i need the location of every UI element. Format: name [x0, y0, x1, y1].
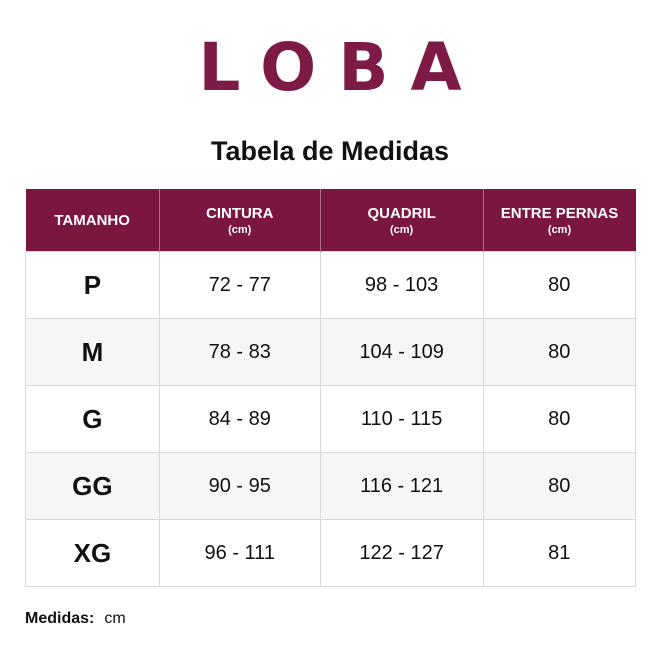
measure-cell: 84 - 89: [158, 385, 321, 453]
header-label: ENTRE PERNAS: [500, 204, 619, 222]
table-row: GG 90 - 95 116 - 121 80: [25, 452, 637, 520]
table-row: XG 96 - 111 122 - 127 81: [25, 519, 637, 587]
header-label: QUADRIL: [367, 204, 436, 222]
header-cell: QUADRIL (cm): [320, 189, 484, 252]
measure-cell: 80: [482, 318, 637, 386]
measure-cell: 80: [482, 452, 637, 520]
measure-cell: 122 - 127: [319, 519, 484, 587]
brand-logo: LOBA: [198, 29, 484, 106]
measure-cell: 80: [482, 251, 637, 319]
header-unit: (cm): [547, 223, 572, 236]
header-unit: (cm): [228, 223, 252, 236]
table-row: M 78 - 83 104 - 109 80: [25, 318, 637, 386]
size-cell: P: [25, 251, 160, 319]
size-cell: XG: [25, 519, 160, 587]
header-cell: ENTRE PERNAS (cm): [483, 189, 636, 252]
measure-cell: 96 - 111: [158, 519, 321, 587]
measure-cell: 104 - 109: [319, 318, 484, 386]
measure-cell: 110 - 115: [319, 385, 484, 453]
size-table: TAMANHO CINTURA (cm) QUADRIL (cm) ENTRE PERNA…: [25, 189, 637, 587]
header-label: TAMANHO: [54, 211, 130, 229]
size-cell: G: [25, 385, 160, 453]
table-body: P 72 - 77 98 - 103 80 M 78 - 83 104 - 109 80 G 84…: [25, 251, 637, 587]
header-cell: CINTURA (cm): [159, 189, 321, 252]
measure-cell: 72 - 77: [158, 251, 321, 319]
measure-cell: 81: [482, 519, 637, 587]
size-cell: GG: [25, 452, 160, 520]
table-header: TAMANHO CINTURA (cm) QUADRIL (cm) ENTRE PERNA…: [25, 189, 636, 252]
measure-cell: 90 - 95: [158, 452, 321, 520]
measure-cell: 116 - 121: [319, 452, 484, 520]
header-row: TAMANHO CINTURA (cm) QUADRIL (cm) ENTRE PERNA…: [25, 189, 636, 252]
measure-cell: 78 - 83: [158, 318, 321, 386]
measure-cell: 80: [482, 385, 637, 453]
measure-cell: 98 - 103: [319, 251, 484, 319]
title: Tabela de Medidas: [210, 136, 450, 166]
size-cell: M: [25, 318, 160, 386]
footer-label: Medidas:: [25, 610, 95, 627]
header-cell: TAMANHO: [25, 189, 160, 252]
table-row: P 72 - 77 98 - 103 80: [25, 251, 637, 319]
table-row: G 84 - 89 110 - 115 80: [25, 385, 637, 453]
header-unit: (cm): [389, 223, 414, 236]
footer: Medidas: cm: [25, 610, 126, 628]
header-label: CINTURA: [205, 204, 274, 222]
footer-value: cm: [104, 610, 126, 627]
